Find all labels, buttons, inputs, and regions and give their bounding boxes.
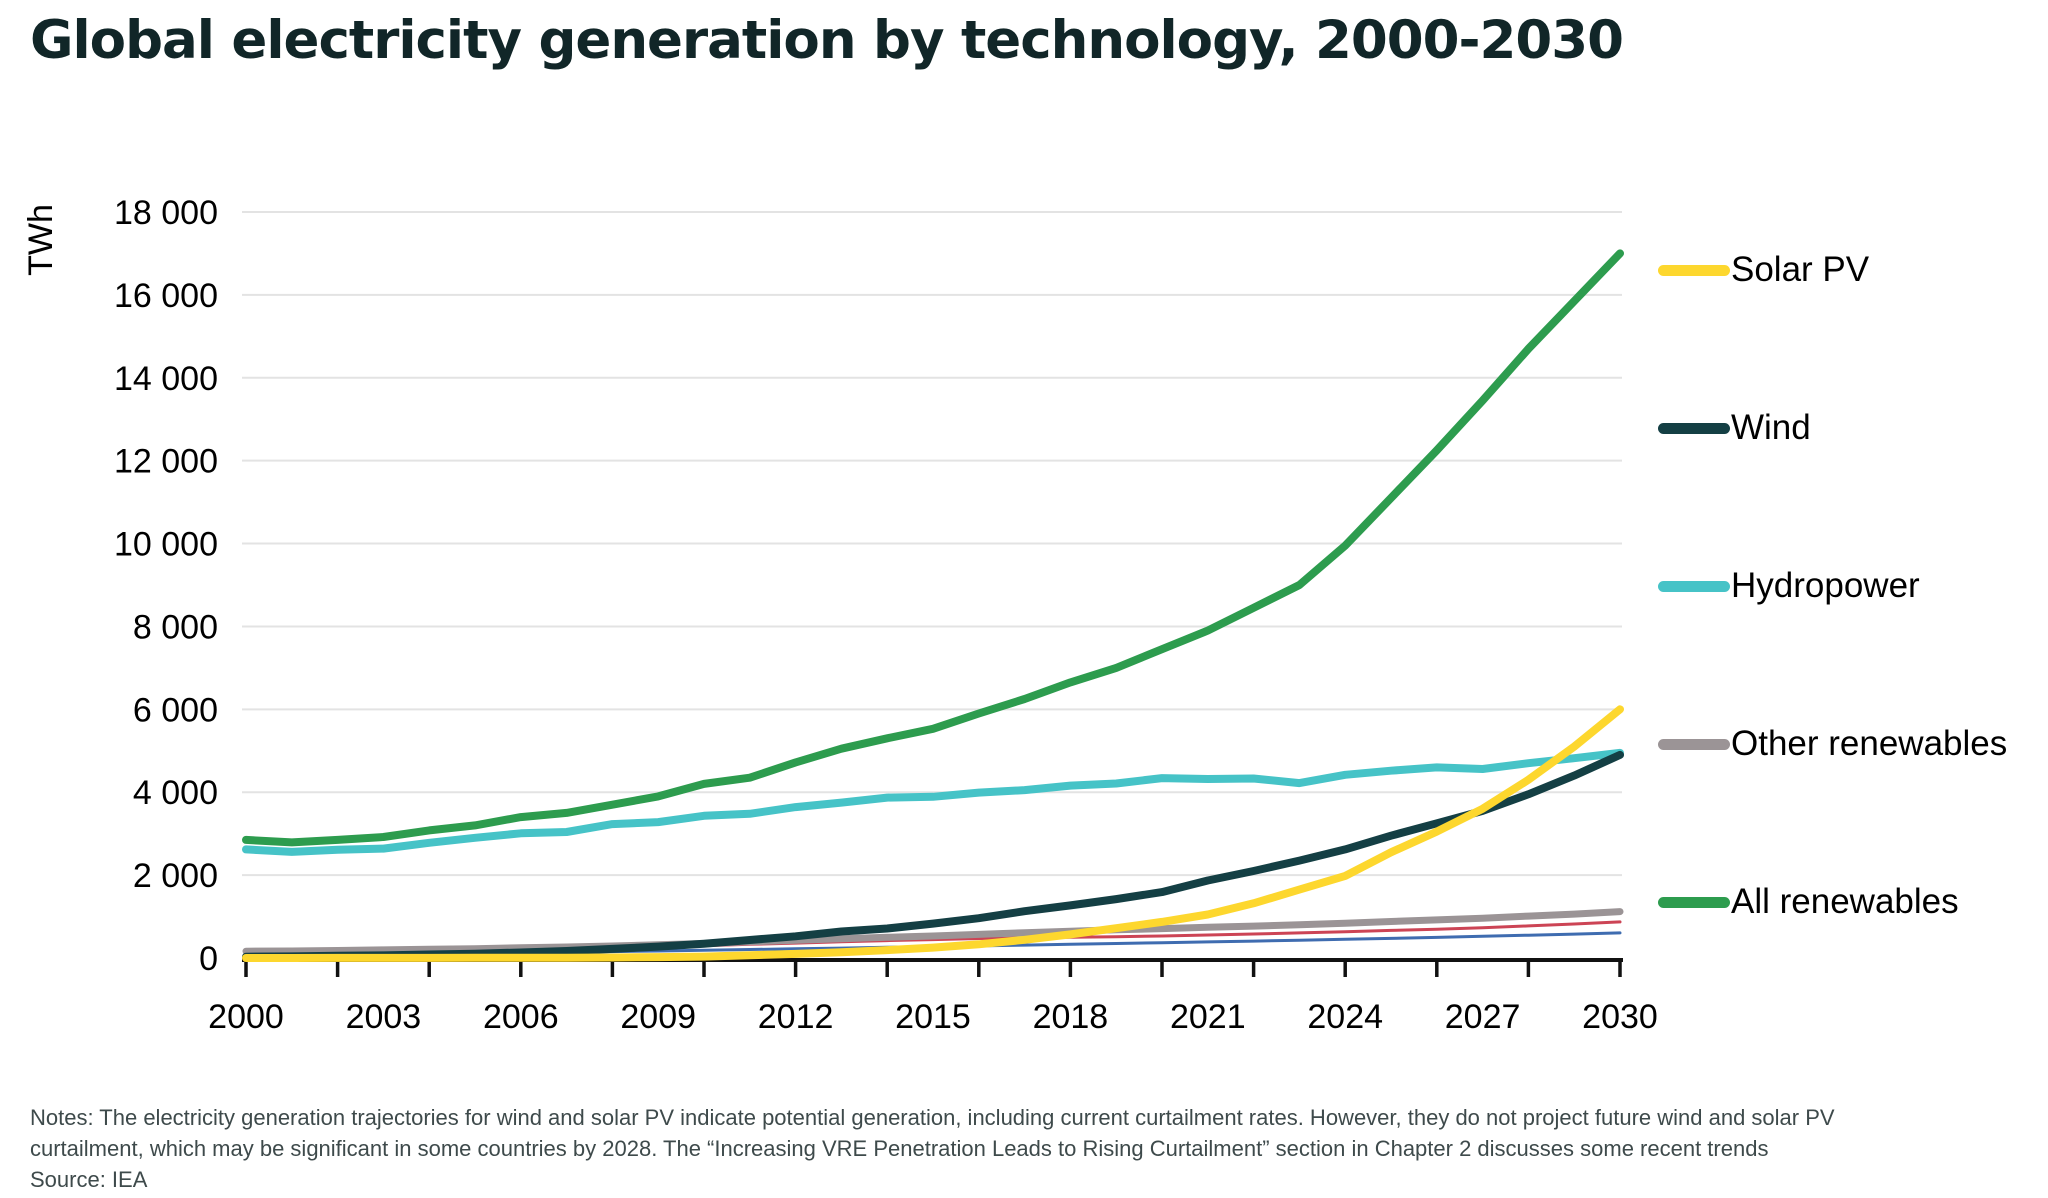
- legend-item-wind: Wind: [1658, 408, 2038, 448]
- y-tick-label: 14 000: [114, 360, 218, 398]
- legend-label: Solar PV: [1731, 250, 1870, 289]
- y-tick-label: 4 000: [133, 774, 218, 812]
- legend-swatch-icon: [1658, 738, 1730, 750]
- series-line-wind: [242, 750, 1624, 961]
- y-tick-label: 6 000: [133, 691, 218, 729]
- chart-title: Global electricity generation by technol…: [30, 10, 1624, 71]
- y-tick-label: 10 000: [114, 526, 218, 564]
- y-axis-title: TWh: [22, 204, 60, 276]
- x-tick-label: 2027: [1445, 998, 1521, 1036]
- series-line-all-renewables: [242, 249, 1624, 847]
- x-tick-label: 2006: [483, 998, 559, 1036]
- series-line-solar-pv: [242, 705, 1624, 962]
- legend-swatch-icon: [1658, 264, 1730, 276]
- x-tick-label: 2000: [208, 998, 284, 1036]
- x-tick-label: 2021: [1170, 998, 1246, 1036]
- legend-swatch-icon: [1658, 580, 1730, 592]
- y-tick-label: 8 000: [133, 608, 218, 646]
- x-tick-label: 2012: [758, 998, 834, 1036]
- legend-item-solar-pv: Solar PV: [1658, 250, 2038, 290]
- y-axis-tick-labels: 0 2 000 4 000 6 000 8 000 10 000 12 000 14 000 1…: [114, 194, 218, 978]
- chart-notes: Notes: The electricity generation trajec…: [30, 1102, 1835, 1195]
- series-line-hydropower: [242, 748, 1624, 856]
- y-tick-label: 0: [199, 940, 218, 978]
- x-tick-label: 2018: [1033, 998, 1109, 1036]
- legend-label: Wind: [1731, 408, 1811, 447]
- x-tick-label: 2024: [1307, 998, 1383, 1036]
- legend-label: Other renewables: [1731, 724, 2008, 763]
- chart-legend: Solar PV Wind Hydropower Other renewables Al…: [1658, 250, 2038, 922]
- legend-item-other-renewables: Other renewables: [1658, 724, 2038, 764]
- x-tick-label: 2030: [1582, 998, 1658, 1036]
- source-line: Source: IEA: [30, 1167, 148, 1192]
- legend-item-all-renewables: All renewables: [1658, 882, 2038, 922]
- x-tick-label: 2015: [895, 998, 971, 1036]
- notes-line-1: Notes: The electricity generation trajec…: [30, 1105, 1835, 1130]
- notes-line-2: curtailment, which may be significant in…: [30, 1136, 1769, 1161]
- legend-swatch-icon: [1658, 896, 1730, 908]
- x-axis-tick-labels: 2000 2003 2006 2009 2012 2015 2018 2021 2024 2027…: [208, 998, 1658, 1036]
- series-lines: [242, 249, 1624, 962]
- x-tick-label: 2003: [346, 998, 422, 1036]
- gridlines: [242, 211, 1622, 877]
- legend-label: All renewables: [1731, 882, 1959, 921]
- legend-item-hydropower: Hydropower: [1658, 566, 2038, 606]
- legend-label: Hydropower: [1731, 566, 1920, 605]
- x-tick-label: 2009: [620, 998, 696, 1036]
- y-tick-label: 16 000: [114, 277, 218, 315]
- x-axis-ticks: [244, 962, 1622, 977]
- y-tick-label: 2 000: [133, 857, 218, 895]
- legend-swatch-icon: [1658, 422, 1730, 434]
- y-tick-label: 18 000: [114, 194, 218, 232]
- y-tick-label: 12 000: [114, 443, 218, 481]
- series-line-other-renewables: [242, 908, 1624, 955]
